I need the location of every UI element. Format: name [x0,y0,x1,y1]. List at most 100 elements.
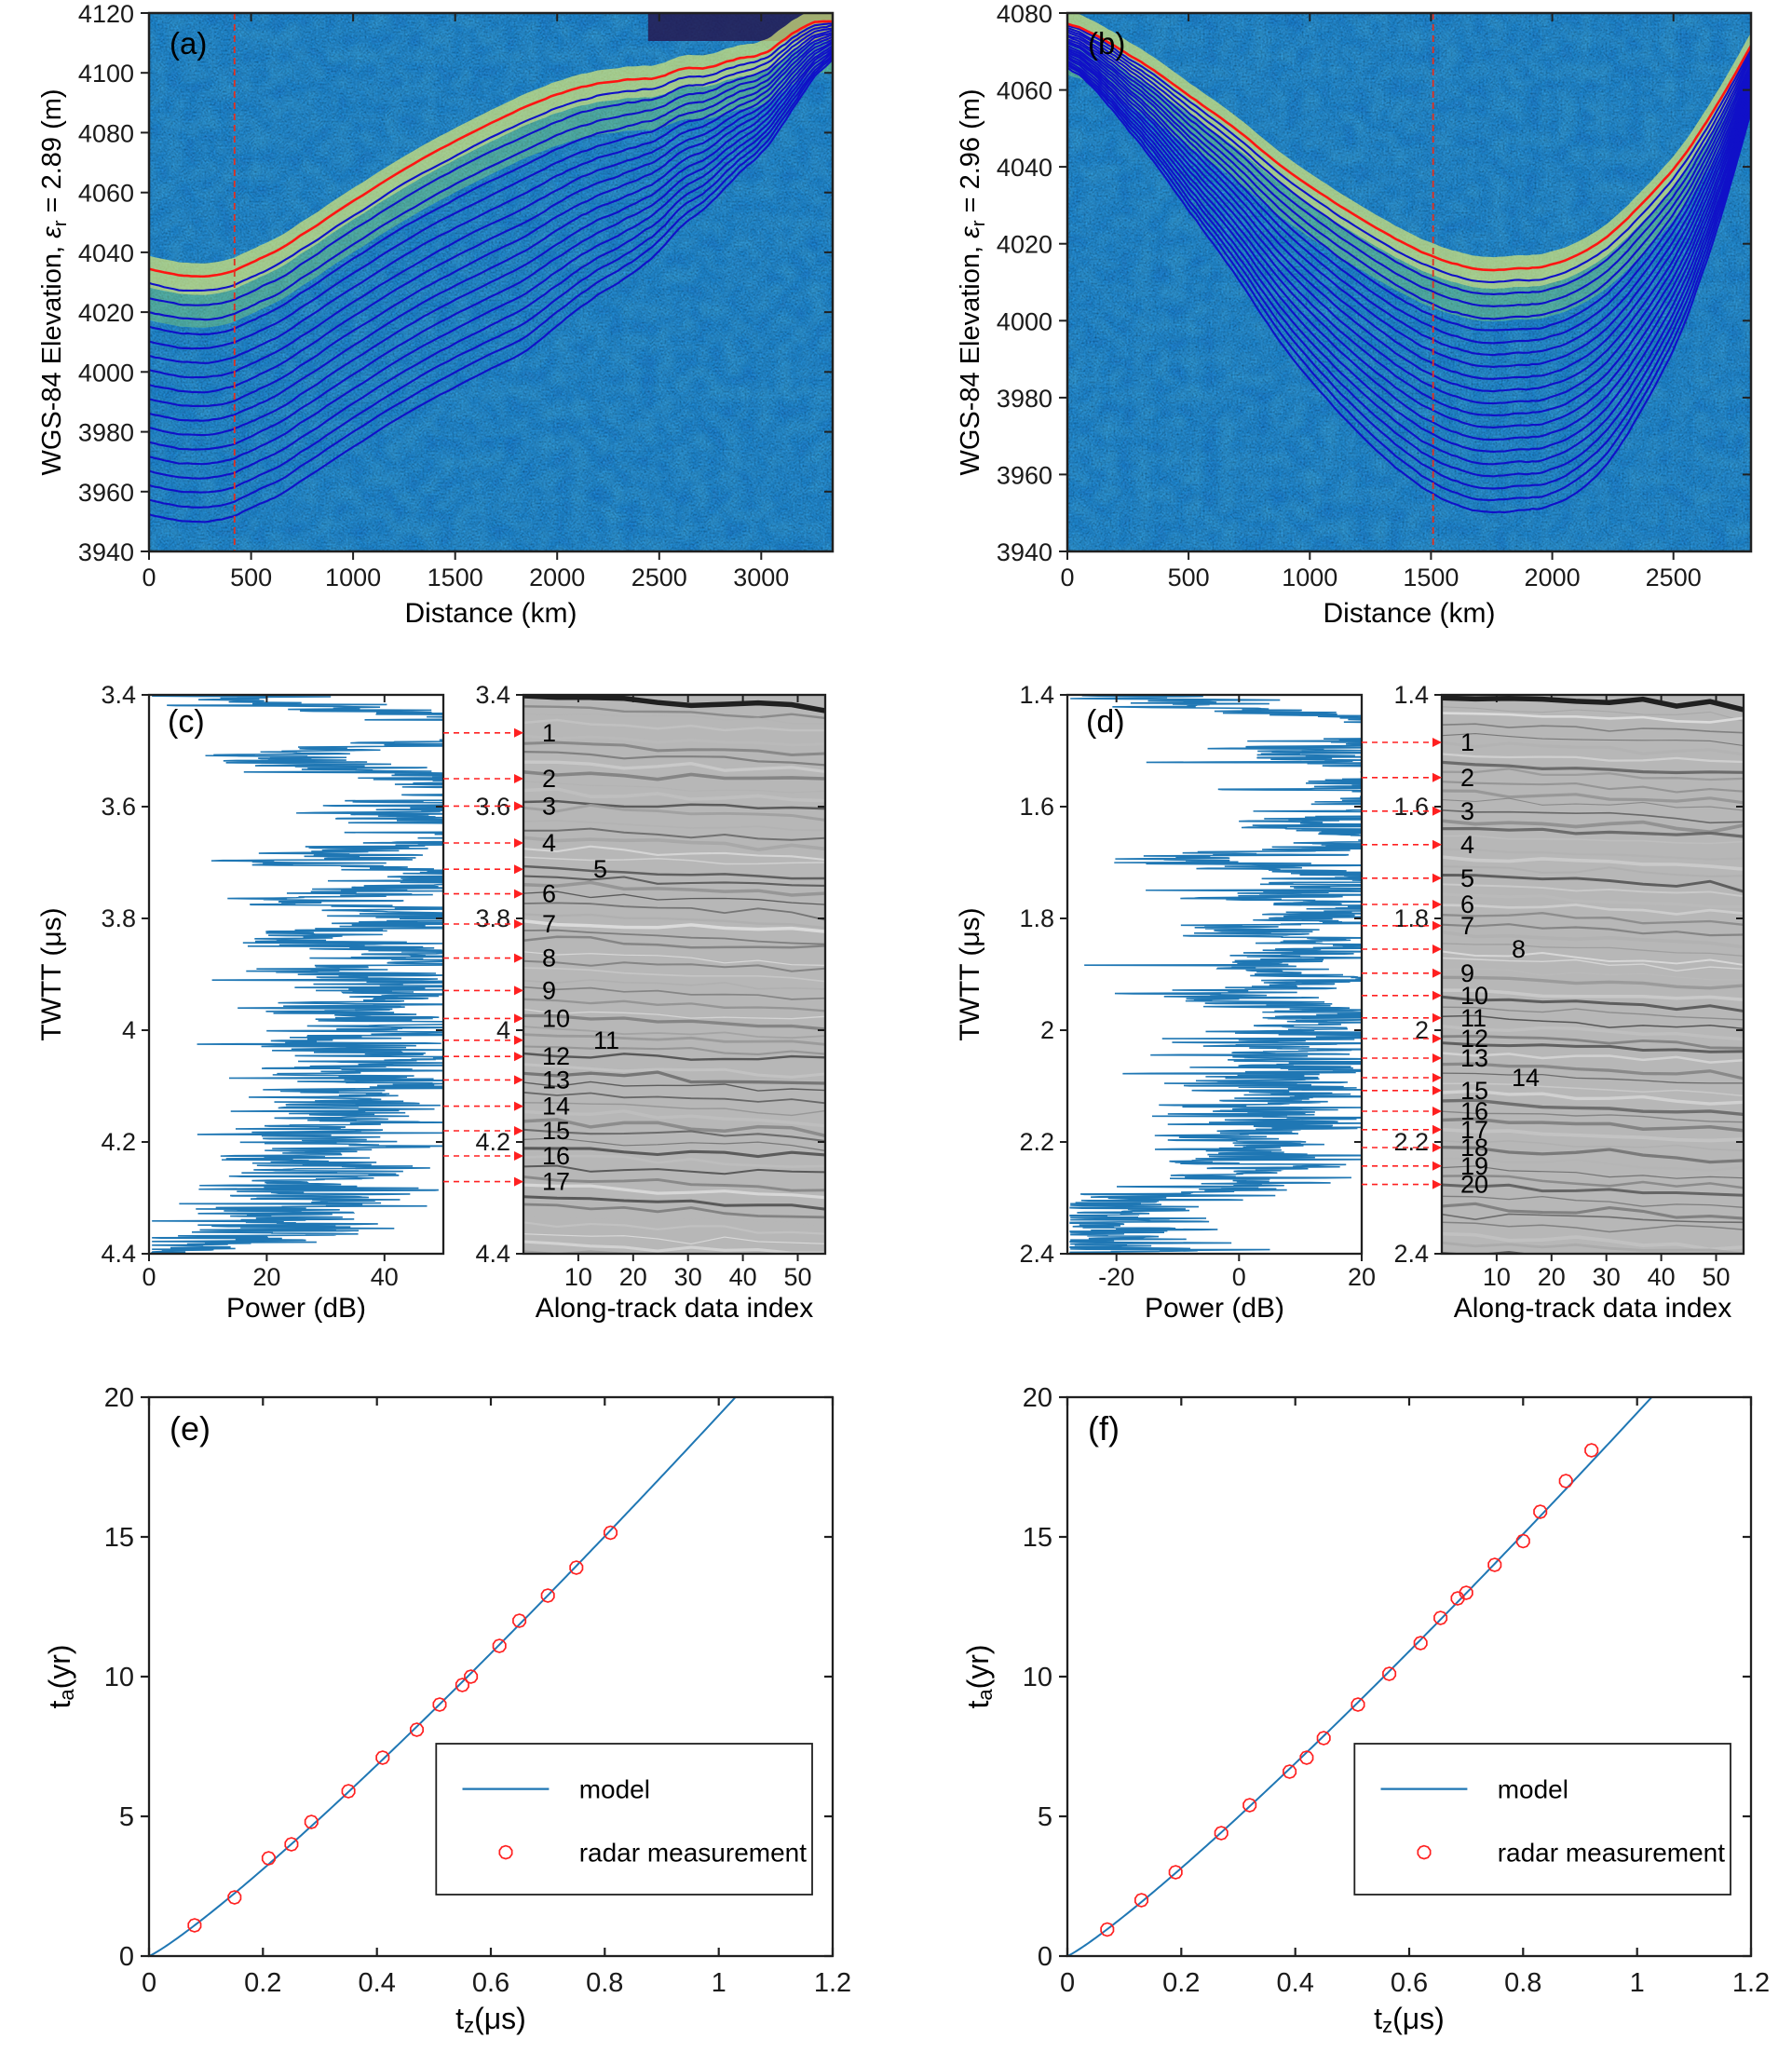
svg-text:8: 8 [542,944,556,972]
svg-text:0: 0 [1060,1968,1075,1998]
svg-text:3000: 3000 [733,564,789,591]
svg-text:1000: 1000 [1282,564,1337,591]
svg-text:4.4: 4.4 [475,1240,510,1268]
svg-text:2.2: 2.2 [1019,1128,1054,1156]
svg-text:3.4: 3.4 [101,681,136,709]
svg-text:30: 30 [1593,1263,1621,1291]
svg-text:1.8: 1.8 [1019,904,1054,932]
svg-text:4: 4 [542,829,556,857]
svg-text:3: 3 [1460,797,1474,825]
svg-text:4.2: 4.2 [101,1128,136,1156]
svg-text:20: 20 [1538,1263,1566,1291]
svg-text:0.8: 0.8 [586,1968,623,1998]
svg-text:0.6: 0.6 [1391,1968,1428,1998]
svg-text:4.4: 4.4 [101,1240,136,1268]
svg-text:16: 16 [542,1142,570,1170]
svg-text:(d): (d) [1086,704,1125,740]
svg-text:2500: 2500 [631,564,687,591]
svg-text:1.4: 1.4 [1393,681,1429,709]
svg-text:4: 4 [122,1016,136,1044]
svg-text:2.4: 2.4 [1393,1240,1429,1268]
svg-text:4120: 4120 [78,0,134,28]
svg-text:20: 20 [252,1263,280,1291]
svg-text:radar measurement: radar measurement [1498,1839,1726,1868]
svg-text:8: 8 [1512,935,1526,963]
svg-text:1000: 1000 [325,564,381,591]
svg-text:20: 20 [619,1263,647,1291]
svg-text:0.8: 0.8 [1504,1968,1541,1998]
svg-text:40: 40 [371,1263,399,1291]
svg-text:10: 10 [542,1004,570,1032]
svg-text:0.4: 0.4 [1277,1968,1314,1998]
svg-text:10: 10 [1483,1263,1511,1291]
svg-text:2: 2 [1460,764,1474,792]
svg-text:4040: 4040 [78,239,134,267]
svg-text:1: 1 [1460,728,1474,756]
svg-text:10: 10 [1023,1663,1052,1692]
svg-text:1500: 1500 [1403,564,1459,591]
svg-text:2.2: 2.2 [1393,1128,1429,1156]
svg-text:3.8: 3.8 [101,904,136,932]
svg-text:0: 0 [1060,564,1074,591]
svg-text:1: 1 [712,1968,726,1998]
svg-text:3.8: 3.8 [475,904,510,932]
svg-text:6: 6 [542,880,556,908]
svg-text:4000: 4000 [78,359,134,387]
svg-text:4.2: 4.2 [475,1128,510,1156]
svg-text:5: 5 [593,855,607,883]
svg-text:3940: 3940 [78,538,134,566]
svg-text:-20: -20 [1098,1263,1134,1291]
svg-text:13: 13 [542,1066,570,1094]
svg-text:15: 15 [1023,1523,1052,1553]
svg-text:1.8: 1.8 [1393,904,1429,932]
svg-text:0: 0 [1038,1942,1052,1972]
svg-text:4: 4 [1460,831,1474,859]
svg-text:4000: 4000 [997,307,1052,335]
svg-text:2000: 2000 [529,564,585,591]
svg-text:20: 20 [1460,1171,1488,1199]
svg-text:WGS-84 Elevation, εr = 2.96 (m: WGS-84 Elevation, εr = 2.96 (m) [956,88,989,475]
svg-text:50: 50 [1702,1263,1730,1291]
svg-text:4020: 4020 [78,299,134,327]
svg-text:WGS-84 Elevation, εr = 2.89 (m: WGS-84 Elevation, εr = 2.89 (m) [37,88,71,475]
svg-text:0: 0 [1232,1263,1246,1291]
svg-text:Distance (km): Distance (km) [404,598,577,629]
svg-text:(c): (c) [168,704,205,740]
svg-text:17: 17 [542,1168,570,1196]
svg-text:3.4: 3.4 [475,681,510,709]
svg-text:4080: 4080 [997,0,1052,28]
svg-text:2: 2 [1040,1016,1054,1044]
svg-text:0.2: 0.2 [1162,1968,1200,1998]
svg-text:20: 20 [1348,1263,1376,1291]
svg-text:3960: 3960 [78,479,134,507]
svg-text:0.2: 0.2 [244,1968,281,1998]
svg-text:4060: 4060 [997,77,1052,105]
svg-text:5: 5 [1460,864,1474,892]
svg-text:11: 11 [593,1026,619,1054]
svg-text:TWTT (μs): TWTT (μs) [955,907,985,1040]
svg-text:model: model [1498,1775,1568,1804]
svg-text:5: 5 [119,1802,134,1832]
svg-text:Along-track data index: Along-track data index [536,1293,814,1324]
svg-text:20: 20 [104,1383,134,1413]
svg-text:15: 15 [542,1117,570,1145]
svg-text:5: 5 [1038,1802,1052,1832]
svg-text:3940: 3940 [997,538,1052,566]
svg-text:1.2: 1.2 [1732,1968,1770,1998]
svg-text:1: 1 [542,719,556,747]
svg-text:1.6: 1.6 [1393,793,1429,821]
svg-text:1: 1 [1630,1968,1645,1998]
svg-text:1.6: 1.6 [1019,793,1054,821]
svg-text:(a): (a) [170,26,207,61]
svg-text:3: 3 [542,792,556,820]
svg-text:2500: 2500 [1646,564,1702,591]
svg-text:Power (dB): Power (dB) [226,1293,366,1324]
svg-text:1.4: 1.4 [1019,681,1054,709]
svg-text:10: 10 [564,1263,592,1291]
svg-text:2: 2 [1415,1016,1429,1044]
svg-text:0: 0 [119,1942,134,1972]
svg-text:4060: 4060 [78,180,134,208]
svg-text:500: 500 [230,564,272,591]
svg-text:50: 50 [783,1263,811,1291]
svg-text:4100: 4100 [78,60,134,88]
